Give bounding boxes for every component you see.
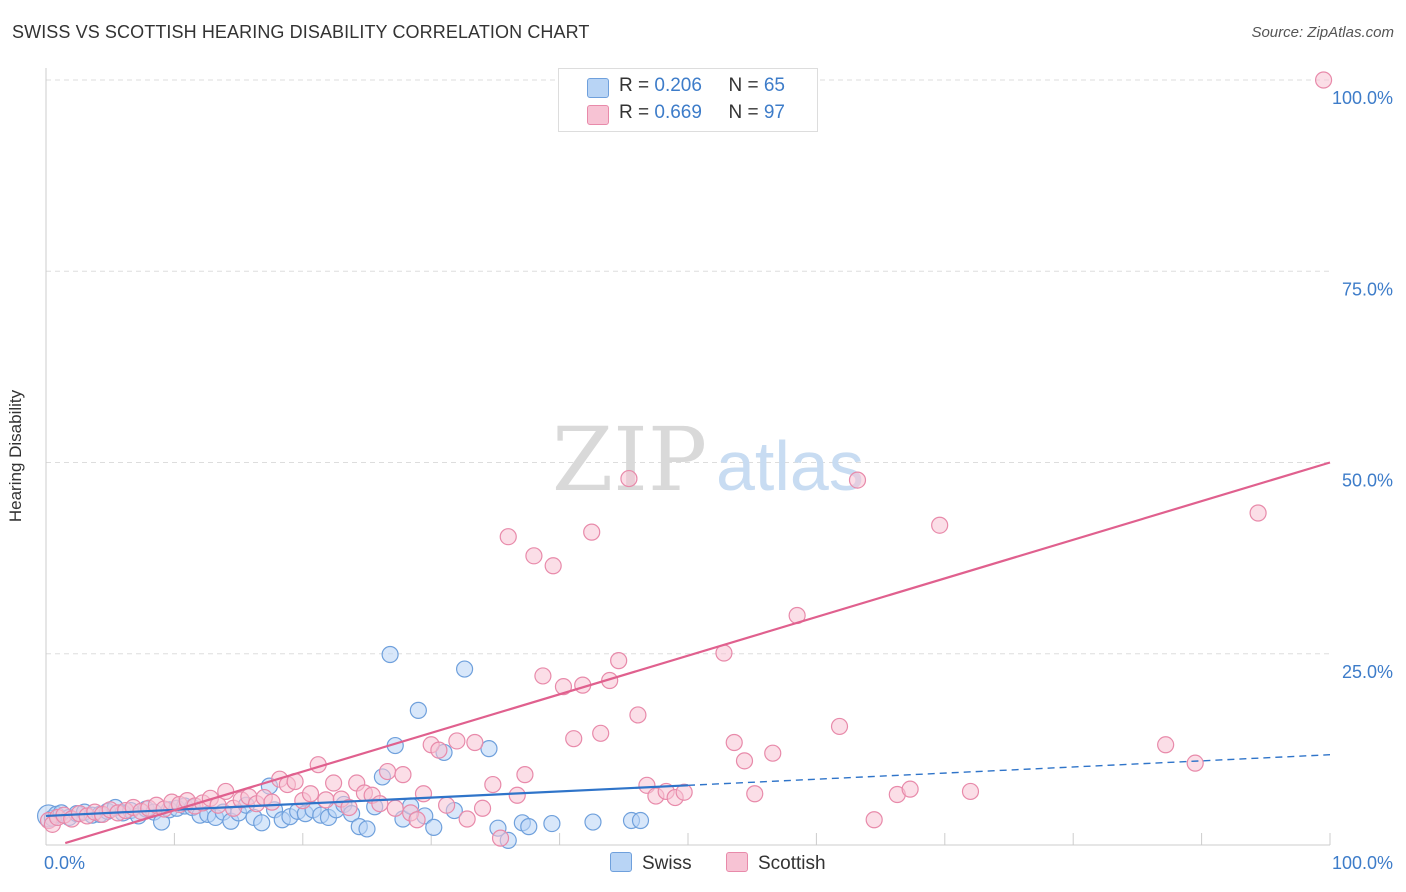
scottish-point-35 xyxy=(301,785,320,803)
watermark-zip: ZIP xyxy=(552,408,707,511)
scottish-point-93 xyxy=(1157,736,1175,754)
scottish-point-38 xyxy=(325,774,343,792)
x-tick-label-1: 100.0% xyxy=(1332,853,1393,873)
scottish-point-95 xyxy=(1249,504,1267,522)
scottish-point-70 xyxy=(592,724,610,742)
scottish-point-81 xyxy=(725,733,743,752)
scottish-point-69 xyxy=(583,523,601,541)
scottish-point-66 xyxy=(554,678,573,696)
scottish-point-30 xyxy=(263,793,281,811)
swiss-legend-swatch xyxy=(610,852,632,872)
scottish-point-87 xyxy=(848,471,867,489)
scottish-point-44 xyxy=(371,795,389,813)
swiss-point-61 xyxy=(543,814,561,833)
scottish-point-58 xyxy=(484,775,502,794)
scottish-trend-line xyxy=(64,461,1331,845)
swiss-point-46 xyxy=(381,645,399,664)
scottish-point-37 xyxy=(317,791,335,809)
data-points xyxy=(36,71,1333,850)
scottish-point-55 xyxy=(458,810,476,828)
swiss-point-55 xyxy=(455,660,474,678)
legend-item-scottish[interactable]: Scottish xyxy=(726,852,826,875)
scottish-point-60 xyxy=(499,528,517,546)
watermark: ZIP atlas xyxy=(552,408,864,511)
scottish-point-91 xyxy=(931,516,949,534)
scottish-point-53 xyxy=(438,796,456,814)
grid-lines xyxy=(46,79,1330,655)
scottish-point-63 xyxy=(525,547,543,565)
scottish-point-49 xyxy=(408,811,426,829)
x-tick-label-0: 0.0% xyxy=(44,853,85,873)
swiss-point-62 xyxy=(584,813,602,831)
y-tick-label-2: 75.0% xyxy=(1342,279,1393,299)
tick-labels: 25.0% 50.0% 75.0% 100.0% 0.0% 100.0% xyxy=(44,88,1393,873)
swiss-trend-line xyxy=(45,784,689,818)
swiss-legend-label: Swiss xyxy=(642,853,692,874)
axes xyxy=(45,68,1331,846)
trend-lines xyxy=(45,461,1331,845)
scottish-point-59 xyxy=(491,829,510,847)
scottish-point-96 xyxy=(1314,71,1333,89)
scottish-point-90 xyxy=(901,780,919,798)
scottish-swatch xyxy=(587,105,609,125)
chart-title: SWISS VS SCOTTISH HEARING DISABILITY COR… xyxy=(12,22,590,42)
scottish-point-56 xyxy=(466,733,484,752)
scottish-point-92 xyxy=(961,782,980,801)
swiss-point-60 xyxy=(520,818,538,836)
scottish-point-45 xyxy=(378,762,397,781)
scottish-point-67 xyxy=(565,730,583,748)
y-tick-label-0: 25.0% xyxy=(1342,662,1393,682)
scottish-point-79 xyxy=(675,783,693,801)
scottish-point-50 xyxy=(414,785,433,803)
scottish-point-64 xyxy=(534,667,552,685)
y-tick-label-3: 100.0% xyxy=(1332,88,1393,108)
stats-legend: R = 0.206 N = 65 R = 0.669 N = 97 xyxy=(558,68,818,132)
scottish-point-86 xyxy=(830,717,849,736)
swiss-point-64 xyxy=(631,811,650,830)
y-tick-label-1: 50.0% xyxy=(1342,471,1393,491)
scottish-point-82 xyxy=(735,752,754,770)
swiss-r-label: R = xyxy=(619,75,655,96)
swiss-n-label: N = xyxy=(728,75,764,96)
scottish-n-label: N = xyxy=(728,102,764,123)
scottish-point-74 xyxy=(629,706,647,724)
swiss-point-50 xyxy=(409,701,427,719)
swiss-trend-extension xyxy=(687,754,1331,787)
scottish-r-label: R = xyxy=(619,102,655,123)
scottish-point-62 xyxy=(516,766,534,784)
scottish-point-88 xyxy=(865,811,883,829)
swiss-point-56 xyxy=(480,740,498,758)
watermark-atlas: atlas xyxy=(716,427,864,505)
scottish-point-73 xyxy=(620,469,638,488)
scottish-point-65 xyxy=(544,557,562,575)
scottish-point-83 xyxy=(746,785,764,803)
scottish-point-72 xyxy=(610,652,628,670)
swiss-swatch xyxy=(587,78,609,98)
swiss-point-43 xyxy=(358,820,376,838)
swiss-point-29 xyxy=(253,814,271,832)
scottish-point-47 xyxy=(394,766,412,784)
scottish-point-46 xyxy=(386,799,404,817)
scottish-point-40 xyxy=(340,798,358,817)
scottish-r-value: 0.669 xyxy=(654,102,702,123)
scottish-point-52 xyxy=(430,741,448,759)
scottish-point-61 xyxy=(508,786,526,804)
scottish-legend-label: Scottish xyxy=(758,853,826,874)
scottish-legend-swatch xyxy=(726,852,748,872)
swiss-point-52 xyxy=(425,818,443,837)
scottish-n-value: 97 xyxy=(763,102,785,123)
swiss-r-value: 0.206 xyxy=(654,75,702,96)
swiss-n-value: 65 xyxy=(763,75,785,96)
scottish-point-84 xyxy=(764,744,782,762)
legend-item-swiss[interactable]: Swiss xyxy=(610,852,692,875)
source-label: Source: ZipAtlas.com xyxy=(1251,24,1394,41)
scottish-point-57 xyxy=(473,799,492,817)
scottish-point-54 xyxy=(448,732,466,750)
scottish-point-94 xyxy=(1186,754,1204,772)
